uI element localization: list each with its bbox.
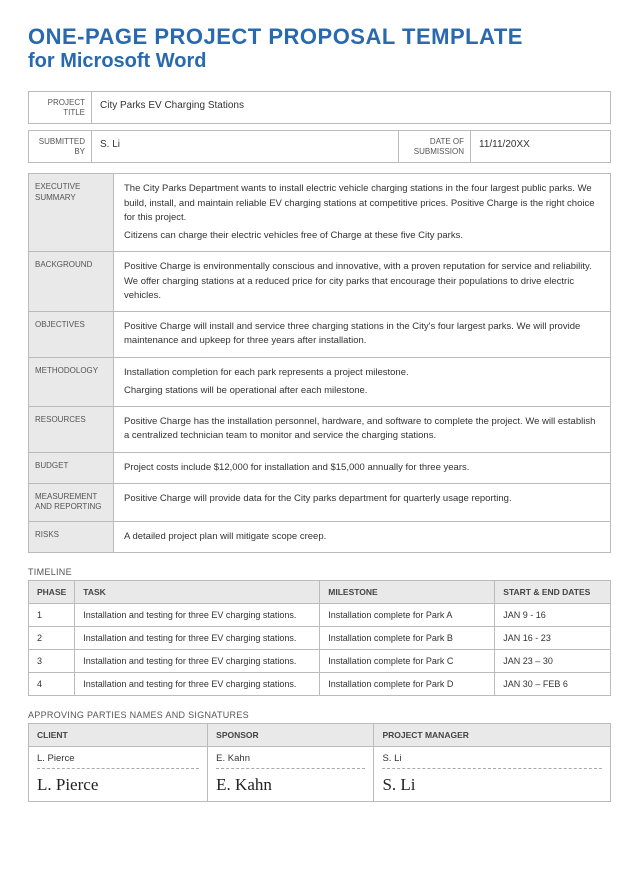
section-row: METHODOLOGYInstallation completion for e… — [29, 357, 611, 407]
signature-cell: L. Pierce L. Pierce — [29, 746, 208, 801]
signature-script: S. Li — [382, 775, 602, 795]
timeline-cell: 1 — [29, 603, 75, 626]
timeline-cell: 2 — [29, 626, 75, 649]
signature-cell: E. Kahn E. Kahn — [208, 746, 374, 801]
timeline-row: 4Installation and testing for three EV c… — [29, 672, 611, 695]
section-label: BUDGET — [29, 452, 114, 483]
signatures-heading: APPROVING PARTIES NAMES AND SIGNATURES — [28, 710, 611, 720]
section-row: OBJECTIVESPositive Charge will install a… — [29, 312, 611, 358]
timeline-cell: Installation complete for Park A — [320, 603, 495, 626]
submitted-by-label: SUBMITTED BY — [29, 131, 91, 162]
signature-script: L. Pierce — [37, 775, 199, 795]
signature-divider — [37, 768, 199, 769]
submitted-by-value: S. Li — [91, 131, 398, 162]
timeline-cell: Installation complete for Park C — [320, 649, 495, 672]
section-label: EXECUTIVE SUMMARY — [29, 174, 114, 252]
signer-name: L. Pierce — [37, 753, 199, 764]
signature-col-header: SPONSOR — [208, 723, 374, 746]
signer-name: E. Kahn — [216, 753, 365, 764]
timeline-col-header: PHASE — [29, 580, 75, 603]
timeline-cell: JAN 23 – 30 — [495, 649, 611, 672]
proposal-sections-table: EXECUTIVE SUMMARYThe City Parks Departme… — [28, 173, 611, 553]
section-label: METHODOLOGY — [29, 357, 114, 407]
title-line-1: ONE-PAGE PROJECT PROPOSAL TEMPLATE — [28, 24, 611, 50]
timeline-row: 3Installation and testing for three EV c… — [29, 649, 611, 672]
project-title-row: PROJECT TITLE City Parks EV Charging Sta… — [28, 91, 611, 124]
section-value: Project costs include $12,000 for instal… — [114, 452, 611, 483]
signature-script: E. Kahn — [216, 775, 365, 795]
section-value: The City Parks Department wants to insta… — [114, 174, 611, 252]
project-title-label: PROJECT TITLE — [29, 92, 91, 123]
section-label: RESOURCES — [29, 407, 114, 453]
signature-divider — [382, 768, 602, 769]
timeline-cell: Installation and testing for three EV ch… — [75, 626, 320, 649]
signature-col-header: CLIENT — [29, 723, 208, 746]
signature-col-header: PROJECT MANAGER — [374, 723, 611, 746]
date-label: DATE OF SUBMISSION — [398, 131, 470, 162]
signature-cell: S. Li S. Li — [374, 746, 611, 801]
project-title-value: City Parks EV Charging Stations — [91, 92, 610, 123]
timeline-col-header: START & END DATES — [495, 580, 611, 603]
timeline-row: 2Installation and testing for three EV c… — [29, 626, 611, 649]
timeline-cell: Installation and testing for three EV ch… — [75, 672, 320, 695]
signature-divider — [216, 768, 365, 769]
section-label: OBJECTIVES — [29, 312, 114, 358]
section-row: RISKSA detailed project plan will mitiga… — [29, 521, 611, 552]
timeline-col-header: TASK — [75, 580, 320, 603]
section-label: BACKGROUND — [29, 252, 114, 312]
submitted-row: SUBMITTED BY S. Li DATE OF SUBMISSION 11… — [28, 130, 611, 163]
section-value: Positive Charge will install and service… — [114, 312, 611, 358]
section-row: MEASUREMENT AND REPORTINGPositive Charge… — [29, 483, 611, 521]
signer-name: S. Li — [382, 753, 602, 764]
timeline-row: 1Installation and testing for three EV c… — [29, 603, 611, 626]
timeline-cell: JAN 16 - 23 — [495, 626, 611, 649]
section-label: MEASUREMENT AND REPORTING — [29, 483, 114, 521]
signatures-table: CLIENTSPONSORPROJECT MANAGER L. PierceL.… — [28, 723, 611, 802]
timeline-cell: Installation complete for Park D — [320, 672, 495, 695]
title-line-2: for Microsoft Word — [28, 50, 611, 73]
section-row: EXECUTIVE SUMMARYThe City Parks Departme… — [29, 174, 611, 252]
section-value: Installation completion for each park re… — [114, 357, 611, 407]
date-value: 11/11/20XX — [470, 131, 610, 162]
section-value: A detailed project plan will mitigate sc… — [114, 521, 611, 552]
section-label: RISKS — [29, 521, 114, 552]
timeline-cell: Installation complete for Park B — [320, 626, 495, 649]
timeline-cell: Installation and testing for three EV ch… — [75, 603, 320, 626]
timeline-cell: 4 — [29, 672, 75, 695]
timeline-table: PHASETASKMILESTONESTART & END DATES 1Ins… — [28, 580, 611, 696]
document-title: ONE-PAGE PROJECT PROPOSAL TEMPLATE for M… — [28, 24, 611, 73]
timeline-cell: 3 — [29, 649, 75, 672]
section-value: Positive Charge is environmentally consc… — [114, 252, 611, 312]
section-row: BACKGROUNDPositive Charge is environment… — [29, 252, 611, 312]
timeline-heading: TIMELINE — [28, 567, 611, 577]
timeline-cell: JAN 9 - 16 — [495, 603, 611, 626]
section-row: RESOURCESPositive Charge has the install… — [29, 407, 611, 453]
timeline-cell: Installation and testing for three EV ch… — [75, 649, 320, 672]
section-value: Positive Charge will provide data for th… — [114, 483, 611, 521]
section-value: Positive Charge has the installation per… — [114, 407, 611, 453]
section-row: BUDGETProject costs include $12,000 for … — [29, 452, 611, 483]
timeline-cell: JAN 30 – FEB 6 — [495, 672, 611, 695]
timeline-col-header: MILESTONE — [320, 580, 495, 603]
